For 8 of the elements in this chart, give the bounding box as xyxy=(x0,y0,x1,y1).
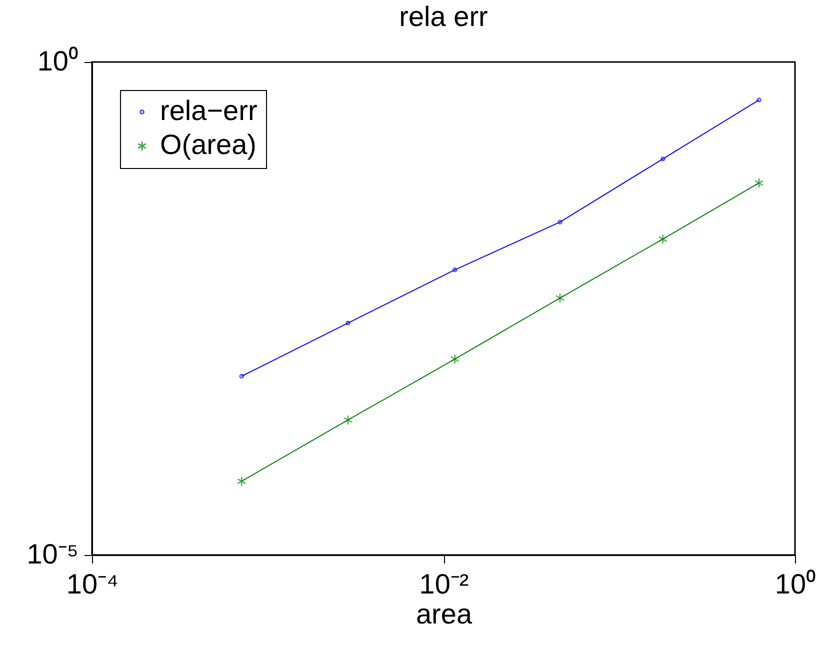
x-tick-label: 10⁻⁴ xyxy=(66,568,119,600)
y-tick-label: 10⁻⁵ xyxy=(26,538,78,570)
x-tick-label: 10⁻² xyxy=(419,568,469,600)
legend-label: rela−err xyxy=(160,95,258,126)
chart-title: rela err xyxy=(399,1,488,32)
legend-label: O(area) xyxy=(160,129,256,160)
x-tick-label: 10⁰ xyxy=(774,568,816,600)
x-axis-title: area xyxy=(416,598,472,630)
